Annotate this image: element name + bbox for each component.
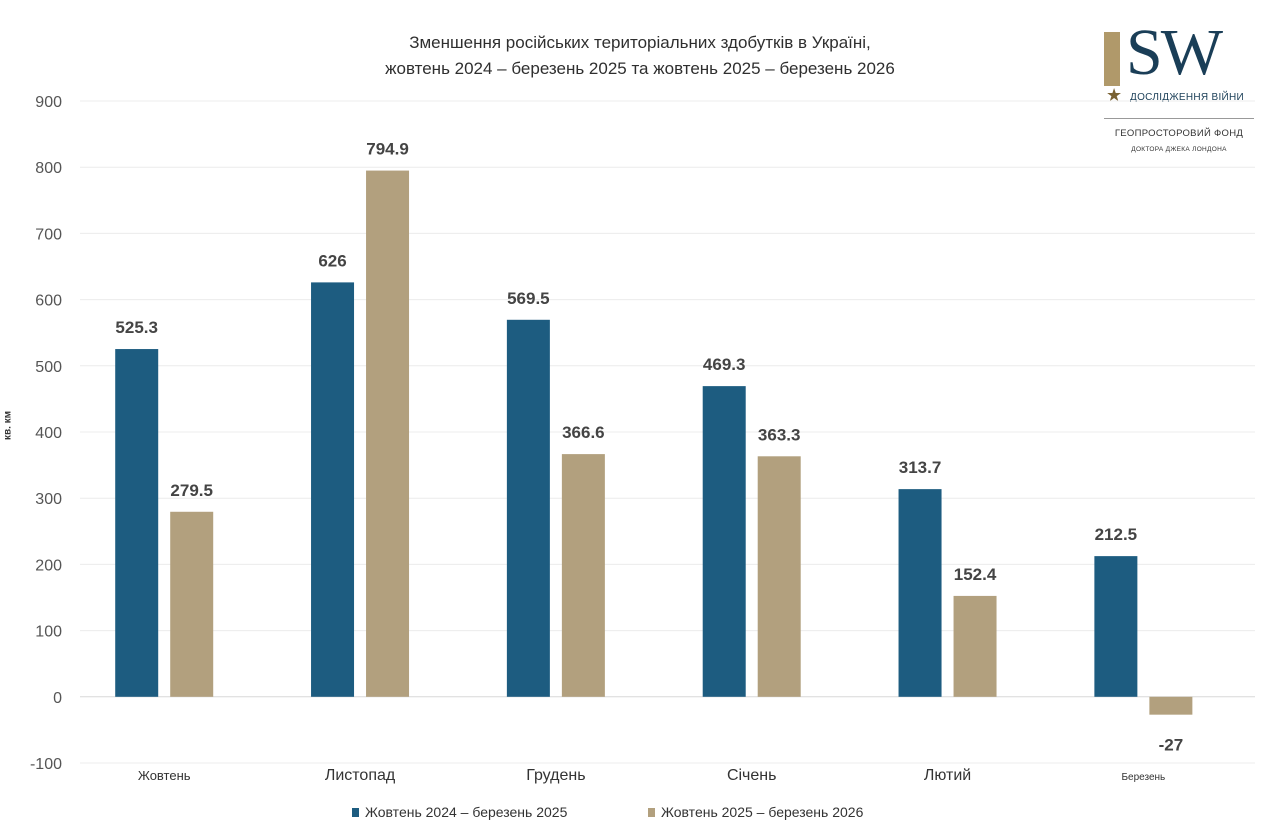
data-label: 212.5 xyxy=(1095,525,1138,544)
y-tick-label: 0 xyxy=(53,690,62,707)
logo-fund-line2: ДОКТОРА ДЖЕКА ЛОНДОНА xyxy=(1131,146,1227,153)
legend-item-series-1: Жовтень 2024 – березень 2025 xyxy=(352,804,567,820)
legend: Жовтень 2024 – березень 2025 Жовтень 202… xyxy=(0,804,1280,824)
data-label: 525.3 xyxy=(115,318,158,337)
logo-wordmark: SW xyxy=(1126,16,1223,89)
bar-series-2-3 xyxy=(757,456,801,697)
bar-series-2-2 xyxy=(561,454,605,697)
data-label: 313.7 xyxy=(899,458,942,477)
y-tick-label: -100 xyxy=(30,756,62,773)
x-tick-label: Грудень xyxy=(526,767,585,784)
data-label: 794.9 xyxy=(366,140,409,159)
bar-series-1-1 xyxy=(311,282,355,697)
x-tick-labels: Жовтень Листопад Грудень Січень Лютий Березен… xyxy=(138,767,1165,784)
logo-divider xyxy=(1104,118,1254,119)
star-icon: ★ xyxy=(1106,85,1123,105)
legend-label-series-1: Жовтень 2024 – березень 2025 xyxy=(365,804,568,820)
grid-lines xyxy=(80,100,1255,764)
bar-series-1-2 xyxy=(506,319,550,697)
legend-label-series-2: Жовтень 2025 – березень 2026 xyxy=(661,804,864,820)
x-tick-label: Листопад xyxy=(325,767,396,784)
data-label: 569.5 xyxy=(507,289,550,308)
bar-series-2-1 xyxy=(366,170,410,697)
bar-series-2-4 xyxy=(953,595,997,697)
y-tick-label: 700 xyxy=(35,226,62,243)
data-label: 469.3 xyxy=(703,355,746,374)
bar-series-1-4 xyxy=(898,489,942,697)
data-label: 366.6 xyxy=(562,423,605,442)
y-tick-label: 400 xyxy=(35,425,62,442)
data-label: 279.5 xyxy=(170,481,213,500)
bar-series-2-5 xyxy=(1149,696,1193,715)
data-labels: 525.3 279.5 626 794.9 569.5 366.6 469.3 363.3 31… xyxy=(115,140,1183,755)
data-label: 152.4 xyxy=(954,565,997,584)
y-tick-label: 800 xyxy=(35,160,62,177)
y-tick-label: 600 xyxy=(35,293,62,310)
y-tick-label: 300 xyxy=(35,491,62,508)
data-label: 363.3 xyxy=(758,425,801,444)
data-label: -27 xyxy=(1159,736,1184,755)
y-tick-label: 100 xyxy=(35,624,62,641)
bar-series-2-0 xyxy=(170,511,214,697)
chart-subtitle: жовтень 2024 – березень 2025 та жовтень … xyxy=(385,59,895,78)
x-tick-label: Лютий xyxy=(924,767,971,784)
y-tick-label: 200 xyxy=(35,557,62,574)
legend-item-series-2: Жовтень 2025 – березень 2026 xyxy=(648,804,863,820)
bar-series-1-0 xyxy=(115,349,159,697)
legend-swatch-series-1 xyxy=(352,807,359,817)
logo-subtitle: ДОСЛІДЖЕННЯ ВІЙНИ xyxy=(1130,92,1245,103)
bar-series-1-5 xyxy=(1094,556,1138,697)
x-tick-label: Березень xyxy=(1121,772,1165,783)
x-tick-label: Жовтень xyxy=(138,768,191,783)
y-tick-label: 500 xyxy=(35,359,62,376)
x-tick-label: Січень xyxy=(727,767,777,784)
y-tick-labels: 900 800 700 600 500 400 300 200 100 0 -100 xyxy=(30,94,62,773)
legend-swatch-series-2 xyxy=(648,807,655,817)
logo-pillar-icon xyxy=(1104,32,1120,86)
logo-fund-line1: ГЕОПРОСТОРОВИЙ ФОНД xyxy=(1114,128,1244,139)
chart-title: Зменшення російських територіальних здоб… xyxy=(409,33,871,52)
bar-series-1-3 xyxy=(702,386,746,697)
data-label: 626 xyxy=(318,251,346,270)
y-tick-label: 900 xyxy=(35,94,62,111)
bars xyxy=(115,170,1193,715)
